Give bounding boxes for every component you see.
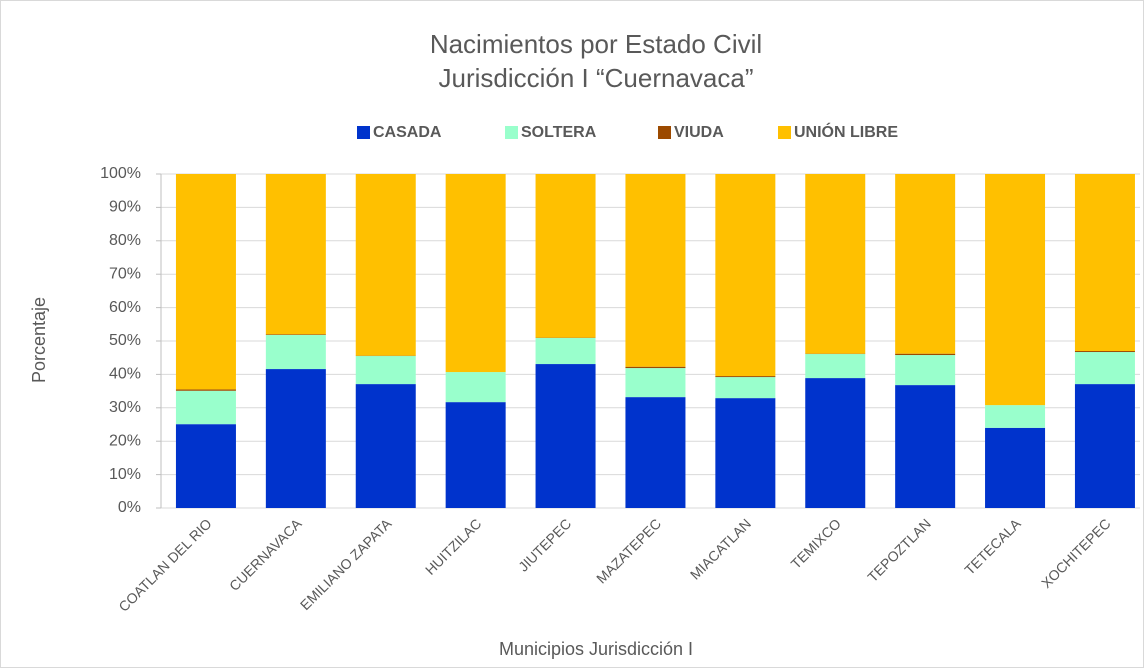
bar-segment (355, 384, 416, 508)
y-tick-label: 100% (100, 165, 141, 182)
bar-segment (895, 385, 956, 508)
bar-segment (1074, 351, 1135, 353)
bar-segment (445, 372, 506, 403)
y-tick-label: 60% (109, 299, 141, 316)
bar-segment (985, 427, 1046, 508)
bar-segment (445, 174, 506, 373)
bar-segment (625, 174, 686, 367)
legend-swatch (505, 126, 518, 139)
bar-segment (265, 334, 326, 370)
y-axis-label: Porcentaje (29, 297, 49, 383)
bar-segment (625, 368, 686, 398)
bar-segment (265, 174, 326, 335)
legend-swatch (778, 126, 791, 139)
bar-segment (805, 378, 866, 508)
x-axis-label: Municipios Jurisdicción I (499, 639, 693, 659)
y-tick-label: 10% (109, 466, 141, 483)
y-tick-label: 50% (109, 332, 141, 349)
bar-segment (265, 369, 326, 508)
y-tick-label: 20% (109, 432, 141, 449)
bar-segment (355, 174, 416, 356)
bar-segment (535, 174, 596, 338)
bar-segment (895, 355, 956, 386)
bar-segment (805, 174, 866, 354)
bar-segment (535, 337, 596, 365)
y-tick-label: 80% (109, 232, 141, 249)
bar-segment (265, 334, 326, 335)
legend-swatch (357, 126, 370, 139)
legend-label: UNIÓN LIBRE (794, 122, 898, 141)
bar-segment (175, 389, 236, 391)
bar-segment (355, 356, 416, 385)
y-tick-label: 40% (109, 366, 141, 383)
bar-segment (715, 174, 776, 377)
y-tick-label: 30% (109, 399, 141, 416)
bar-segment (715, 398, 776, 508)
y-tick-label: 70% (109, 265, 141, 282)
legend-label: VIUDA (674, 124, 724, 141)
chart-subtitle: Jurisdicción I “Cuernavaca” (438, 63, 753, 93)
y-tick-label: 0% (118, 499, 141, 516)
bar-segment (715, 376, 776, 378)
bar-segment (715, 377, 776, 399)
legend-label: SOLTERA (521, 124, 597, 141)
legend-label: CASADA (373, 124, 442, 141)
bar-segment (1074, 174, 1135, 352)
bar-segment (895, 174, 956, 354)
bar-segment (805, 354, 866, 379)
bar-segment (1074, 384, 1135, 508)
bar-segment (175, 424, 236, 508)
y-tick-label: 90% (109, 199, 141, 216)
bar-segment (625, 397, 686, 508)
bar-segment (535, 364, 596, 508)
bar-segment (1074, 352, 1135, 385)
bar-segment (175, 390, 236, 425)
bar-segment (625, 366, 686, 369)
bar-segment (175, 174, 236, 390)
chart-title: Nacimientos por Estado Civil (430, 29, 762, 59)
bar-segment (985, 405, 1046, 428)
bar-segment (445, 402, 506, 508)
bar-segment (985, 174, 1046, 406)
bar-segment (895, 353, 956, 356)
legend-swatch (658, 126, 671, 139)
